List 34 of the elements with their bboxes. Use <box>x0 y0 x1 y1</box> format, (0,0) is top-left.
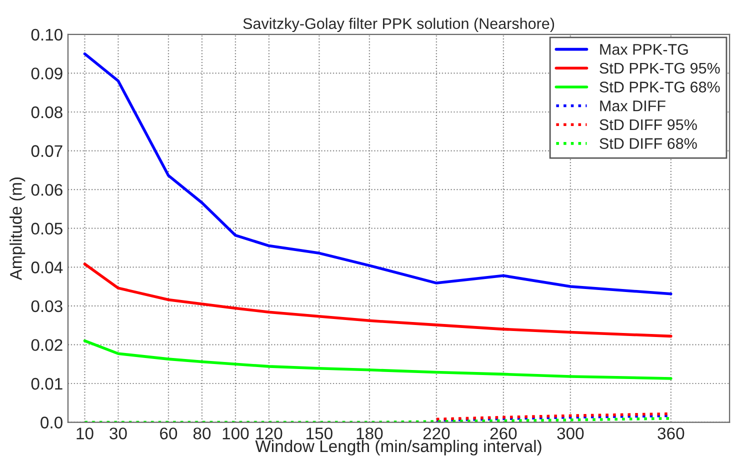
x-tick-label: 30 <box>110 428 127 440</box>
y-tick-label: 0.06 <box>31 184 62 196</box>
x-tick-label: 80 <box>193 428 211 440</box>
chart-title: Savitzky-Golay filter PPK solution (Nearshore) <box>243 18 554 32</box>
y-tick-label: 0.08 <box>31 106 62 118</box>
x-tick-label: 60 <box>160 428 178 440</box>
x-tick-label: 150 <box>306 428 332 440</box>
x-tick-label: 300 <box>557 428 584 440</box>
x-tick-label: 100 <box>222 428 249 440</box>
legend-label: Max PPK-TG <box>600 44 688 55</box>
line-series <box>83 339 672 380</box>
y-tick-label: 0.07 <box>31 145 62 157</box>
legend-label: StD DIFF 68% <box>600 138 697 149</box>
x-tick-label: 10 <box>76 428 94 440</box>
legend-label: StD PPK-TG 68% <box>600 82 720 92</box>
line-series <box>83 262 672 338</box>
y-tick-label: 0.0 <box>40 416 62 428</box>
y-tick-label: 0.03 <box>31 300 62 312</box>
y-tick-label: 0.02 <box>31 339 62 351</box>
x-tick-label: 360 <box>658 428 684 440</box>
x-tick-label: 260 <box>490 428 517 440</box>
y-tick-label: 0.04 <box>31 262 63 274</box>
legend-label: StD DIFF 95% <box>600 119 697 130</box>
x-tick-label: 120 <box>256 428 282 440</box>
y-axis-title: Amplitude (m) <box>10 178 26 280</box>
y-tick-label: 0.01 <box>31 378 62 390</box>
y-tick-label: 0.05 <box>31 222 62 235</box>
x-tick-label: 220 <box>423 428 450 440</box>
x-axis-title: Window Length (min/sampling interval) <box>255 440 542 456</box>
legend-label: StD PPK-TG 95% <box>600 62 720 74</box>
x-tick-label: 180 <box>356 428 383 440</box>
y-tick-label: 0.10 <box>31 28 62 41</box>
legend-label: Max DIFF <box>600 100 666 112</box>
y-tick-label: 0.09 <box>31 68 62 80</box>
